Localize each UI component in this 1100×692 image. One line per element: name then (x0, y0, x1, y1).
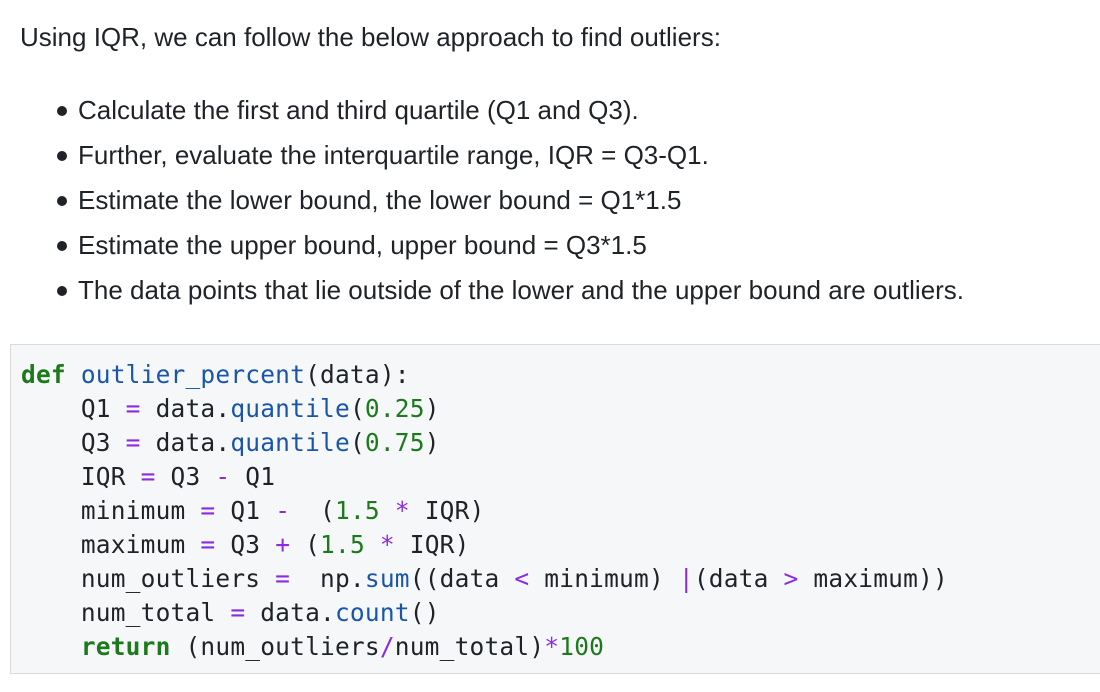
list-item-text: The data points that lie outside of the … (78, 275, 965, 305)
code-line: Q3 = data.quantile(0.75) (21, 426, 440, 460)
code-number: 1.5 (320, 530, 365, 559)
code-text: ( (349, 428, 365, 457)
code-line: IQR = Q3 - Q1 (21, 460, 275, 494)
intro-paragraph: Using IQR, we can follow the below appro… (20, 22, 721, 52)
code-text: ) (424, 394, 440, 423)
code-text (380, 496, 395, 525)
code-operator: = (200, 530, 216, 559)
code-indent (21, 394, 81, 423)
code-text: maximum (80, 530, 201, 559)
code-line: num_outliers = np.sum((data < minimum) |… (21, 562, 948, 596)
list-item: Further, evaluate the interquartile rang… (0, 133, 964, 178)
code-text: IQR (80, 462, 141, 491)
code-operator: = (125, 394, 141, 423)
code-block: def outlier_percent(data): Q1 = data.qua… (10, 344, 1100, 674)
code-operator: > (783, 564, 799, 593)
code-text: data. (140, 394, 231, 423)
code-operator: * (394, 496, 410, 525)
code-operator: | (678, 564, 694, 593)
code-text: minimum) (529, 564, 679, 593)
code-indent (21, 462, 81, 491)
code-operator: + (275, 530, 291, 559)
code-line: return (num_outliers/num_total)*100 (21, 630, 604, 664)
code-number: 0.75 (364, 428, 425, 457)
code-text: maximum)) (798, 564, 948, 593)
code-text: ( (290, 496, 335, 525)
code-text: np. (290, 564, 365, 593)
list-item-text: Calculate the first and third quartile (… (78, 95, 639, 125)
code-text: (data): (305, 360, 410, 389)
code-text: Q1 (80, 394, 126, 423)
list-item: Estimate the upper bound, upper bound = … (0, 223, 964, 268)
code-text: Q3 (155, 462, 216, 491)
code-text: data. (140, 428, 231, 457)
code-method: quantile (230, 394, 350, 423)
code-keyword: def (21, 360, 66, 389)
code-text: ( (290, 530, 321, 559)
list-item: Estimate the lower bound, the lower boun… (0, 178, 964, 223)
code-line: Q1 = data.quantile(0.25) (21, 392, 440, 426)
code-operator: - (215, 462, 231, 491)
list-item: The data points that lie outside of the … (0, 268, 964, 313)
code-operator: < (514, 564, 530, 593)
code-text: num_total (80, 598, 231, 627)
code-number: 100 (559, 632, 605, 661)
code-text: IQR) (409, 496, 485, 525)
bullet-dot-icon (57, 286, 67, 296)
code-operator: = (230, 598, 246, 627)
code-number: 1.5 (335, 496, 380, 525)
bullet-dot-icon (57, 196, 67, 206)
code-operator: - (275, 496, 291, 525)
code-line: maximum = Q3 + (1.5 * IQR) (21, 528, 470, 562)
code-text (66, 360, 81, 389)
code-text: data. (245, 598, 335, 627)
code-line: minimum = Q1 - (1.5 * IQR) (21, 494, 485, 528)
code-operator: = (125, 428, 141, 457)
code-text: IQR) (394, 530, 470, 559)
code-function-name: outlier_percent (80, 360, 306, 389)
code-method: sum (364, 564, 410, 593)
code-text: (num_outliers (170, 632, 380, 661)
code-line: def outlier_percent(data): (21, 358, 410, 392)
code-text: () (409, 598, 440, 627)
list-item-text: Estimate the upper bound, upper bound = … (78, 230, 647, 260)
list-item: Calculate the first and third quartile (… (0, 88, 964, 133)
code-text: num_total) (394, 632, 545, 661)
code-operator: = (200, 496, 216, 525)
code-operator: / (379, 632, 395, 661)
code-operator: * (379, 530, 395, 559)
code-keyword: return (80, 632, 171, 661)
bullet-dot-icon (57, 241, 67, 251)
bullet-dot-icon (57, 106, 67, 116)
steps-list: Calculate the first and third quartile (… (0, 88, 964, 313)
code-text: ((data (409, 564, 515, 593)
code-text: ) (424, 428, 440, 457)
code-text: Q3 (215, 530, 276, 559)
code-text (365, 530, 380, 559)
bullet-dot-icon (57, 151, 67, 161)
code-indent (21, 496, 81, 525)
code-operator: = (140, 462, 156, 491)
code-text: num_outliers (80, 564, 276, 593)
code-text: Q1 (215, 496, 276, 525)
code-text: (data (693, 564, 784, 593)
code-indent (21, 428, 81, 457)
code-operator: * (544, 632, 560, 661)
code-indent (21, 530, 81, 559)
code-text: minimum (80, 496, 201, 525)
code-indent (21, 632, 81, 661)
list-item-text: Further, evaluate the interquartile rang… (78, 140, 709, 170)
code-indent (21, 598, 81, 627)
code-line: num_total = data.count() (21, 596, 440, 630)
code-number: 0.25 (364, 394, 425, 423)
code-method: quantile (230, 428, 350, 457)
code-indent (21, 564, 81, 593)
code-text: ( (349, 394, 365, 423)
list-item-text: Estimate the lower bound, the lower boun… (78, 185, 682, 215)
code-operator: = (275, 564, 291, 593)
code-text: Q1 (230, 462, 276, 491)
code-text: Q3 (80, 428, 126, 457)
code-method: count (334, 598, 410, 627)
